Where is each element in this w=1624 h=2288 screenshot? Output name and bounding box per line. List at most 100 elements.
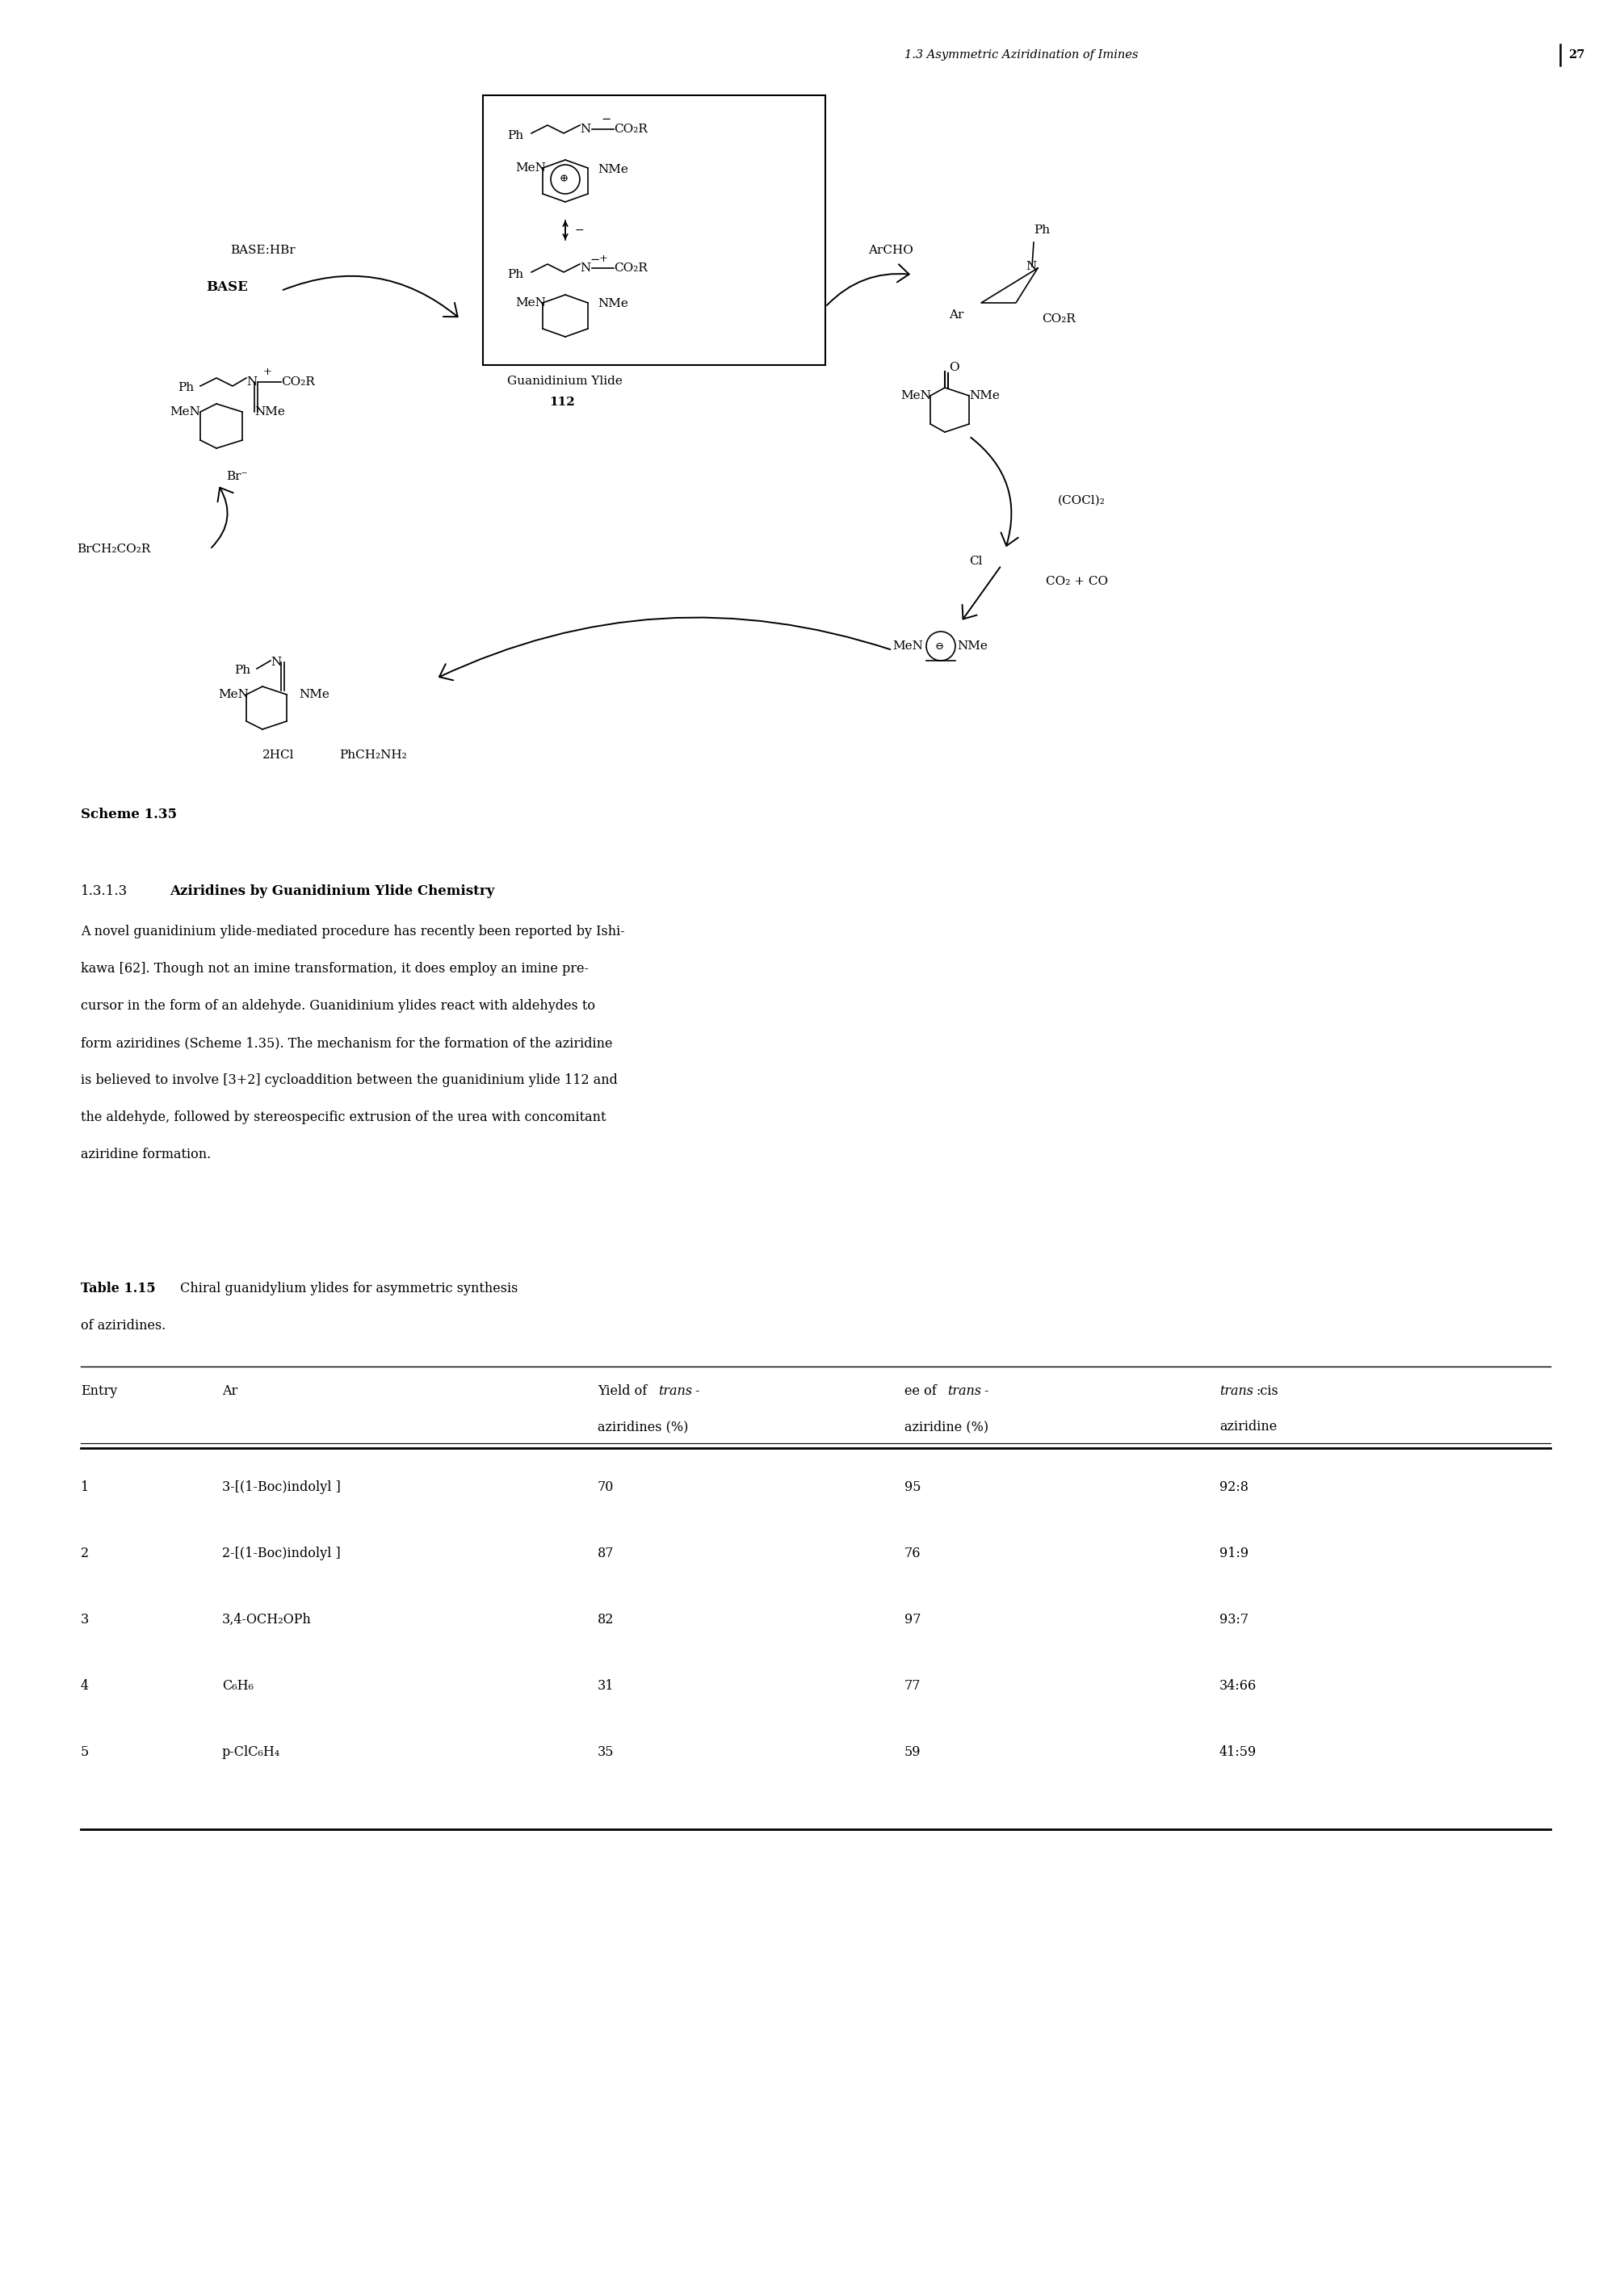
Text: Entry: Entry	[81, 1384, 117, 1398]
Text: NMe: NMe	[957, 641, 987, 652]
Text: Ar: Ar	[948, 309, 963, 320]
Text: Scheme 1.35: Scheme 1.35	[81, 808, 177, 821]
Text: 5: 5	[81, 1746, 89, 1759]
Text: 3: 3	[81, 1613, 89, 1627]
Text: Ph: Ph	[234, 666, 250, 675]
Text: Table 1.15: Table 1.15	[81, 1281, 156, 1295]
Bar	[482, 96, 825, 366]
Text: trans: trans	[1220, 1384, 1254, 1398]
Text: 4: 4	[81, 1679, 89, 1693]
Text: 31: 31	[598, 1679, 614, 1693]
Text: N: N	[580, 124, 591, 135]
Text: Ph: Ph	[507, 270, 523, 279]
Text: Aziridines by Guanidinium Ylide Chemistry: Aziridines by Guanidinium Ylide Chemistr…	[169, 885, 494, 899]
Text: 93:7: 93:7	[1220, 1613, 1249, 1627]
Text: aziridine: aziridine	[1220, 1421, 1276, 1435]
Text: Yield of: Yield of	[598, 1384, 651, 1398]
Text: CO₂ + CO: CO₂ + CO	[1046, 577, 1108, 588]
Text: MeN: MeN	[218, 689, 248, 700]
Text: A novel guanidinium ylide-mediated procedure has recently been reported by Ishi-: A novel guanidinium ylide-mediated proce…	[81, 924, 625, 938]
Text: aziridines (%): aziridines (%)	[598, 1421, 689, 1435]
Text: Ph: Ph	[507, 130, 523, 142]
Text: 95: 95	[905, 1480, 921, 1494]
Text: 34:66: 34:66	[1220, 1679, 1257, 1693]
Text: cursor in the form of an aldehyde. Guanidinium ylides react with aldehydes to: cursor in the form of an aldehyde. Guani…	[81, 1000, 594, 1014]
Text: aziridine formation.: aziridine formation.	[81, 1149, 211, 1162]
Text: ArCHO: ArCHO	[869, 245, 913, 256]
Text: :cis: :cis	[1255, 1384, 1278, 1398]
Text: ⊕: ⊕	[560, 174, 568, 185]
Text: 112: 112	[549, 396, 575, 407]
Text: Guanidinium Ylide: Guanidinium Ylide	[507, 375, 622, 387]
Text: form aziridines (Scheme 1.35). The mechanism for the formation of the aziridine: form aziridines (Scheme 1.35). The mecha…	[81, 1036, 612, 1050]
Text: MeN: MeN	[892, 641, 922, 652]
Text: ee of: ee of	[905, 1384, 940, 1398]
Text: 41:59: 41:59	[1220, 1746, 1257, 1759]
Text: BASE:HBr: BASE:HBr	[231, 245, 296, 256]
Text: 2HCl: 2HCl	[263, 750, 294, 762]
Text: +: +	[263, 366, 273, 378]
Text: NMe: NMe	[970, 389, 1000, 400]
Text: 92:8: 92:8	[1220, 1480, 1249, 1494]
Text: Chiral guanidylium ylides for asymmetric synthesis: Chiral guanidylium ylides for asymmetric…	[175, 1281, 518, 1295]
Text: MeN: MeN	[169, 407, 200, 416]
Text: trans: trans	[658, 1384, 692, 1398]
Text: 82: 82	[598, 1613, 614, 1627]
Text: O: O	[948, 362, 960, 373]
Text: N: N	[271, 657, 281, 668]
Text: 3,4-OCH₂OPh: 3,4-OCH₂OPh	[222, 1613, 312, 1627]
Text: NMe: NMe	[299, 689, 330, 700]
Text: Br⁻: Br⁻	[226, 471, 247, 483]
Text: aziridine (%): aziridine (%)	[905, 1421, 989, 1435]
Text: BASE: BASE	[206, 279, 248, 293]
Text: 27: 27	[1569, 50, 1585, 59]
Text: C₆H₆: C₆H₆	[222, 1679, 253, 1693]
Text: of aziridines.: of aziridines.	[81, 1318, 166, 1332]
Text: CO₂R: CO₂R	[614, 263, 648, 275]
Text: −: −	[590, 254, 599, 265]
Text: MeN: MeN	[900, 389, 931, 400]
Text: 70: 70	[598, 1480, 614, 1494]
Text: 76: 76	[905, 1547, 921, 1560]
Text: trans: trans	[947, 1384, 981, 1398]
Text: (COCl)₂: (COCl)₂	[1057, 494, 1106, 506]
Text: NMe: NMe	[598, 297, 628, 309]
Text: 77: 77	[905, 1679, 921, 1693]
Text: 97: 97	[905, 1613, 921, 1627]
Text: 2-[(1-Boc)indolyl ]: 2-[(1-Boc)indolyl ]	[222, 1547, 341, 1560]
Text: kawa [62]. Though not an imine transformation, it does employ an imine pre-: kawa [62]. Though not an imine transform…	[81, 961, 590, 975]
Text: N: N	[247, 375, 257, 387]
Text: 1.3 Asymmetric Aziridination of Imines: 1.3 Asymmetric Aziridination of Imines	[905, 50, 1138, 59]
Text: CO₂R: CO₂R	[281, 375, 315, 387]
Text: 35: 35	[598, 1746, 614, 1759]
Text: the aldehyde, followed by stereospecific extrusion of the urea with concomitant: the aldehyde, followed by stereospecific…	[81, 1110, 606, 1123]
Text: -: -	[695, 1384, 698, 1398]
Text: CO₂R: CO₂R	[1041, 313, 1075, 325]
Text: 3-[(1-Boc)indolyl ]: 3-[(1-Boc)indolyl ]	[222, 1480, 341, 1494]
Text: BrCH₂CO₂R: BrCH₂CO₂R	[76, 545, 151, 554]
Text: MeN: MeN	[515, 162, 546, 174]
Text: N: N	[1026, 261, 1036, 272]
Text: Ar: Ar	[222, 1384, 237, 1398]
Text: 87: 87	[598, 1547, 614, 1560]
Text: CO₂R: CO₂R	[614, 124, 648, 135]
Text: -: -	[984, 1384, 987, 1398]
Text: ⊖: ⊖	[935, 641, 944, 652]
Text: 1: 1	[81, 1480, 89, 1494]
Text: −: −	[575, 224, 585, 236]
Text: 59: 59	[905, 1746, 921, 1759]
Text: 91:9: 91:9	[1220, 1547, 1249, 1560]
Text: MeN: MeN	[515, 297, 546, 309]
Text: +: +	[599, 254, 607, 263]
Text: p-ClC₆H₄: p-ClC₆H₄	[222, 1746, 281, 1759]
Text: −: −	[601, 114, 611, 126]
Text: Ph: Ph	[177, 382, 193, 394]
Text: Cl: Cl	[970, 556, 983, 567]
Text: Ph: Ph	[1033, 224, 1051, 236]
Text: 1.3.1.3: 1.3.1.3	[81, 885, 128, 899]
Text: NMe: NMe	[598, 165, 628, 176]
Text: N: N	[580, 263, 591, 275]
Text: is believed to involve [3+2] cycloaddition between the guanidinium ylide 112 and: is believed to involve [3+2] cycloadditi…	[81, 1073, 617, 1087]
Text: PhCH₂NH₂: PhCH₂NH₂	[339, 750, 406, 762]
Text: 2: 2	[81, 1547, 89, 1560]
